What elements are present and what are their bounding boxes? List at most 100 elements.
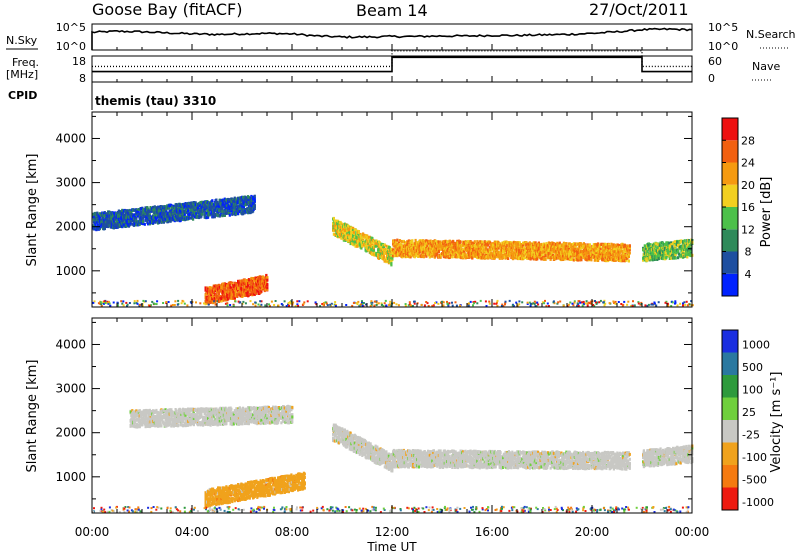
range-gate-cell bbox=[236, 295, 239, 298]
range-gate-cell bbox=[366, 235, 369, 239]
range-gate-cell bbox=[332, 222, 335, 225]
range-gate-cell bbox=[228, 200, 231, 204]
range-gate-cell bbox=[247, 196, 250, 200]
range-gate-cell bbox=[429, 239, 432, 243]
nsky-tick-top: 10^5 bbox=[56, 21, 86, 34]
freq-label-line2: [MHz] bbox=[6, 68, 38, 81]
range-gate-cell bbox=[252, 277, 255, 281]
range-gate-cell bbox=[261, 277, 264, 281]
range-gate-cell bbox=[197, 206, 200, 210]
range-gate-cell bbox=[176, 213, 179, 217]
range-gate-cell bbox=[138, 222, 141, 226]
range-gate-cell bbox=[113, 221, 116, 225]
range-gate-cell bbox=[437, 250, 440, 253]
range-gate-cell bbox=[152, 208, 155, 212]
range-gate-cell bbox=[213, 296, 216, 300]
range-gate-cell bbox=[392, 244, 395, 248]
range-gate-cell bbox=[119, 210, 122, 214]
freq-tick-bottom: 8 bbox=[79, 72, 86, 85]
frequency-panel: Freq. [MHz] 18 8 60 0 Nave bbox=[6, 50, 780, 85]
range-gate-cell bbox=[171, 206, 174, 210]
range-gate-cell bbox=[427, 240, 430, 244]
range-gate-cell bbox=[155, 217, 158, 221]
range-gate-cell bbox=[176, 215, 179, 219]
range-gate-cell bbox=[222, 199, 225, 203]
range-gate-cell bbox=[235, 282, 238, 285]
range-gate-cell bbox=[257, 279, 260, 283]
range-gate-cell bbox=[217, 205, 220, 208]
range-gate-cell bbox=[173, 209, 176, 213]
range-gate-cell bbox=[332, 216, 335, 220]
range-gate-cell bbox=[382, 245, 385, 249]
range-gate-cell bbox=[217, 212, 220, 216]
range-gate-cell bbox=[400, 239, 403, 243]
range-gate-cell bbox=[137, 214, 140, 218]
nsky-tick-bottom: 10^0 bbox=[56, 40, 86, 53]
range-gate-cell bbox=[380, 249, 383, 253]
range-gate-cell bbox=[233, 281, 236, 285]
range-gate-cell bbox=[149, 218, 152, 222]
range-gate-cell bbox=[204, 286, 207, 290]
range-gate-cell bbox=[371, 241, 374, 245]
range-gate-cell bbox=[178, 202, 181, 206]
range-gate-cell bbox=[194, 203, 197, 207]
range-gate-cell bbox=[100, 220, 103, 224]
range-gate-cell bbox=[162, 211, 165, 215]
range-gate-cell bbox=[361, 236, 364, 240]
range-gate-cell bbox=[112, 211, 115, 215]
range-gate-cell bbox=[244, 198, 247, 202]
range-gate-cell bbox=[371, 252, 374, 256]
range-gate-cell bbox=[217, 293, 220, 297]
range-gate-cell bbox=[397, 253, 400, 257]
range-gate-cell bbox=[122, 223, 125, 227]
cpid-row: CPID themis (tau) 3310 bbox=[8, 82, 216, 110]
range-gate-cell bbox=[225, 289, 228, 293]
range-gate-cell bbox=[210, 293, 213, 297]
range-gate-cell bbox=[216, 205, 219, 209]
range-gate-cell bbox=[359, 232, 362, 236]
range-gate-cell bbox=[224, 287, 227, 291]
range-gate-cell bbox=[481, 240, 484, 244]
range-gate-cell bbox=[377, 256, 380, 260]
range-gate-cell bbox=[159, 218, 162, 222]
range-gate-cell bbox=[340, 236, 343, 240]
range-gate-cell bbox=[112, 226, 115, 230]
range-gate-cell bbox=[247, 285, 250, 289]
range-gate-cell bbox=[233, 196, 236, 200]
range-gate-cell bbox=[369, 244, 372, 248]
range-gate-cell bbox=[115, 220, 118, 224]
range-gate-cell bbox=[398, 246, 401, 250]
range-gate-cell bbox=[212, 301, 215, 305]
range-gate-cell bbox=[228, 288, 231, 292]
range-gate-cell bbox=[374, 241, 377, 245]
range-gate-cell bbox=[102, 223, 105, 227]
range-gate-cell bbox=[372, 247, 375, 250]
range-gate-cell bbox=[157, 211, 160, 215]
range-gate-cell bbox=[402, 251, 405, 255]
range-gate-cell bbox=[243, 211, 246, 215]
range-gate-cell bbox=[252, 209, 255, 213]
range-gate-cell bbox=[262, 286, 265, 290]
range-gate-cell bbox=[266, 286, 269, 290]
range-gate-cell bbox=[344, 232, 347, 235]
range-gate-cell bbox=[372, 249, 375, 253]
range-gate-cell bbox=[252, 278, 255, 282]
range-gate-cell bbox=[147, 222, 150, 226]
range-gate-cell bbox=[347, 233, 350, 237]
range-gate-cell bbox=[226, 292, 229, 296]
range-gate-cell bbox=[360, 246, 363, 250]
range-gate-cell bbox=[354, 240, 357, 244]
range-gate-cell bbox=[260, 289, 263, 293]
range-gate-cell bbox=[359, 234, 362, 238]
range-gate-cell bbox=[378, 252, 381, 256]
freq-tick-top: 18 bbox=[72, 55, 86, 68]
range-gate-cell bbox=[230, 296, 233, 300]
range-gate-cell bbox=[396, 238, 399, 242]
range-gate-cell bbox=[334, 219, 337, 223]
range-gate-cell bbox=[214, 213, 217, 217]
range-gate-cell bbox=[222, 203, 225, 207]
range-gate-cell bbox=[103, 220, 106, 223]
range-gate-cell bbox=[193, 213, 196, 216]
